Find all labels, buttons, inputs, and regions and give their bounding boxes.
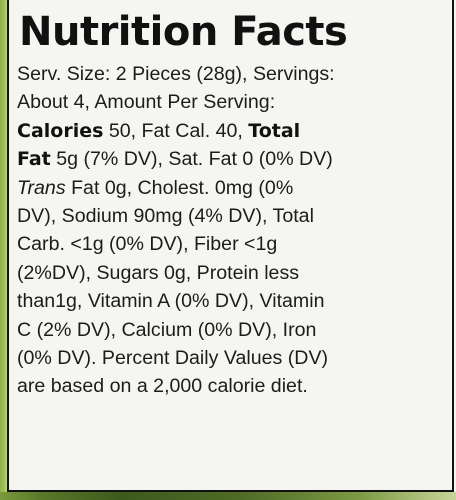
nutrition-line: than1g, Vitamin A (0% DV), Vitamin — [17, 287, 456, 315]
nutrient-text: About 4, Amount Per Serving: — [17, 91, 276, 114]
nutrient-text: are based on a 2,000 calorie diet. — [17, 375, 308, 398]
nutrient-heading: Total — [248, 119, 301, 142]
nutrient-text: 50, Fat Cal. 40, — [103, 119, 249, 142]
nutrition-line: Carb. <1g (0% DV), Fiber <1g — [17, 230, 456, 258]
nutrition-facts-label: Nutrition Facts Serv. Size: 2 Pieces (28… — [7, 0, 454, 492]
nutrient-text: C (2% DV), Calcium (0% DV), Iron — [17, 318, 317, 341]
nutrient-heading: Calories — [17, 119, 104, 142]
nutrition-line: Fat 5g (7% DV), Sat. Fat 0 (0% DV) — [17, 145, 456, 173]
nutrition-facts-title: Nutrition Facts — [19, 9, 348, 55]
nutrient-text: (0% DV). Percent Daily Values (DV) — [17, 347, 329, 370]
nutrient-text: DV), Sodium 90mg (4% DV), Total — [17, 205, 314, 228]
nutrient-text: Serv. Size: 2 Pieces (28g), Servings: — [17, 63, 335, 85]
nutrient-heading: Fat — [17, 148, 51, 171]
nutrition-line: DV), Sodium 90mg (4% DV), Total — [17, 202, 456, 230]
nutrition-line: About 4, Amount Per Serving: — [17, 88, 456, 116]
nutrient-text: (2%DV), Sugars 0g, Protein less — [17, 261, 300, 284]
nutrition-line: (0% DV). Percent Daily Values (DV) — [17, 344, 456, 372]
nutrient-italic-text: Trans — [17, 176, 66, 199]
nutrient-text: 5g (7% DV), Sat. Fat 0 (0% DV) — [50, 148, 333, 171]
nutrition-line: C (2% DV), Calcium (0% DV), Iron — [17, 316, 456, 344]
nutrition-facts-text: Serv. Size: 2 Pieces (28g), Servings: Abo… — [17, 60, 456, 401]
nutrient-text: Carb. <1g (0% DV), Fiber <1g — [17, 233, 278, 256]
nutrition-line: (2%DV), Sugars 0g, Protein less — [17, 259, 456, 287]
nutrition-line: are based on a 2,000 calorie diet. — [17, 372, 456, 400]
nutrition-line: Serv. Size: 2 Pieces (28g), Servings: — [17, 60, 456, 88]
nutrient-text: Fat 0g, Cholest. 0mg (0% — [65, 176, 294, 199]
nutrition-line: Calories 50, Fat Cal. 40, Total — [17, 117, 456, 145]
nutrition-line: Trans Fat 0g, Cholest. 0mg (0% — [17, 174, 456, 202]
nutrient-text: than1g, Vitamin A (0% DV), Vitamin — [17, 290, 325, 313]
package-background-strip — [0, 492, 456, 500]
